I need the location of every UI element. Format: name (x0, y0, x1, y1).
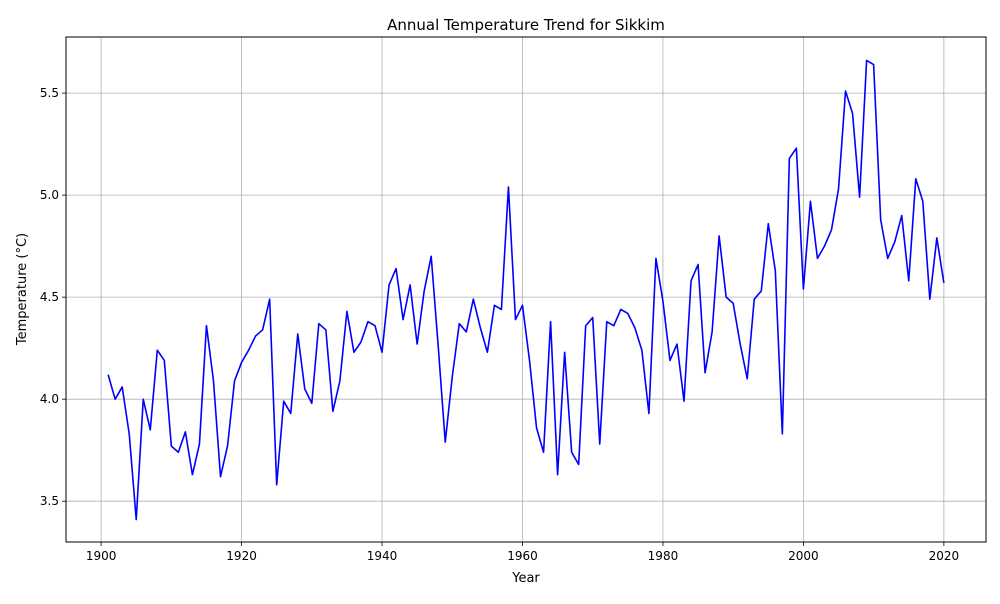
y-axis-label: Temperature (°C) (15, 233, 30, 346)
x-tick-label: 2000 (788, 549, 819, 563)
axes-frame (65, 36, 987, 543)
y-tick-label: 4.0 (40, 392, 59, 406)
y-tick-label: 3.5 (40, 494, 59, 508)
y-tick-label: 5.0 (40, 188, 59, 202)
x-axis-label: Year (511, 571, 540, 586)
x-tick-label: 1920 (226, 549, 257, 563)
series-layer (107, 59, 945, 521)
x-tick-label: 1980 (648, 549, 679, 563)
x-tick-label: 2020 (929, 549, 960, 563)
chart-title: Annual Temperature Trend for Sikkim (387, 16, 665, 34)
y-axis-ticks: 3.5 4.0 4.5 5.0 5.5 (40, 86, 66, 508)
y-tick-label: 5.5 (40, 86, 59, 100)
y-tick-label: 4.5 (40, 290, 59, 304)
temperature-line (107, 59, 945, 521)
x-tick-label: 1900 (86, 549, 117, 563)
x-axis-ticks: 1900 1920 1940 1960 1980 2000 2020 (86, 542, 959, 563)
x-tick-label: 1960 (507, 549, 538, 563)
x-tick-label: 1940 (367, 549, 398, 563)
